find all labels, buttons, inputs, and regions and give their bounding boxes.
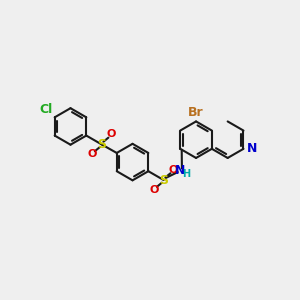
Text: Br: Br: [188, 106, 204, 119]
Text: O: O: [106, 129, 116, 140]
Text: S: S: [97, 138, 106, 151]
Text: S: S: [159, 173, 168, 187]
Text: O: O: [149, 185, 159, 195]
Text: O: O: [168, 165, 178, 175]
Text: H: H: [182, 169, 190, 179]
Text: N: N: [246, 142, 257, 155]
Text: N: N: [175, 164, 185, 177]
Text: O: O: [88, 149, 97, 159]
Text: Cl: Cl: [39, 103, 52, 116]
